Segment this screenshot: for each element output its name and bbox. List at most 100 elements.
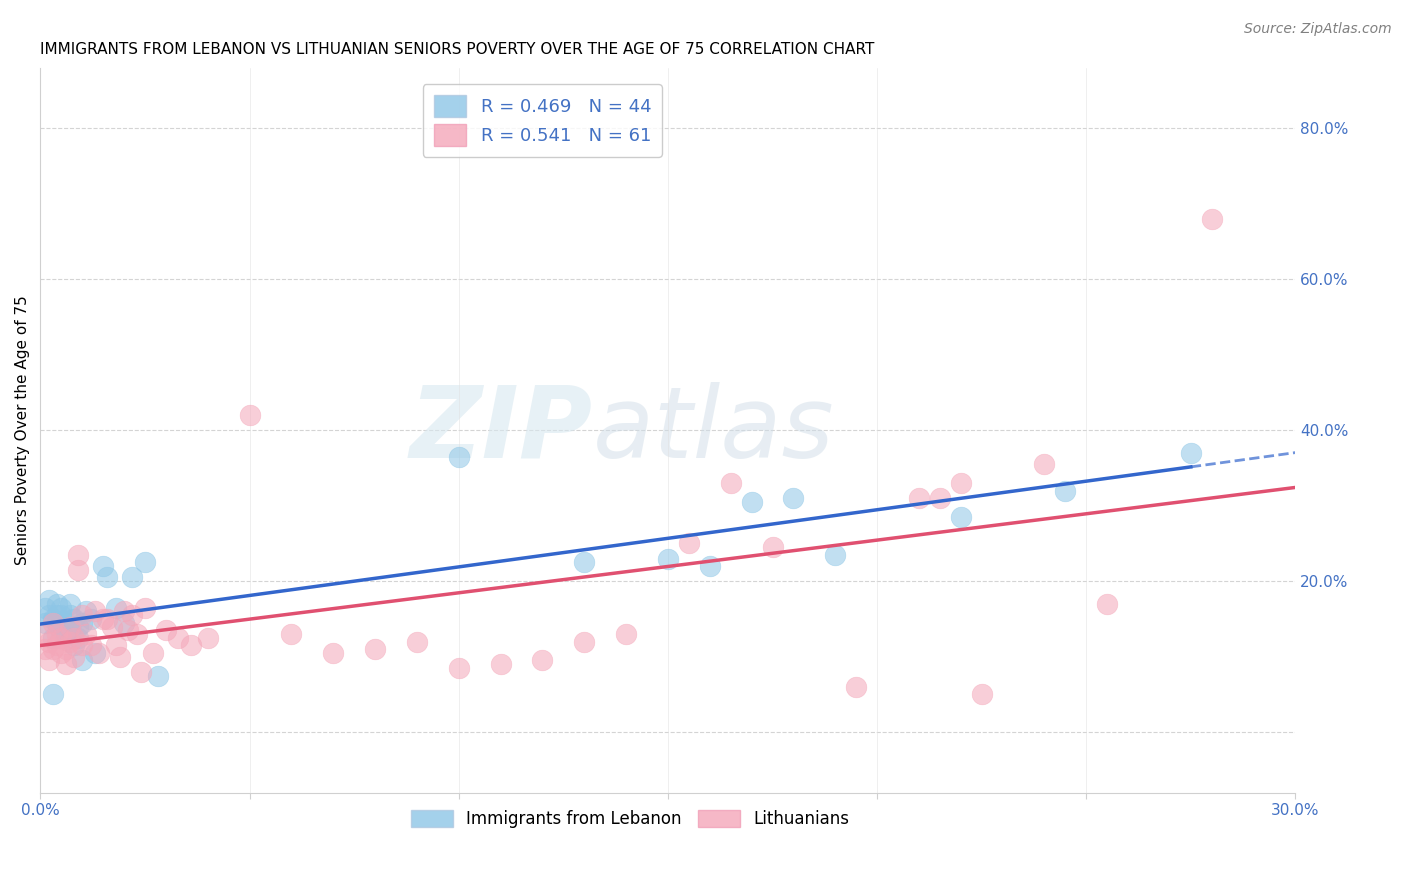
- Point: [1180, 446, 1202, 460]
- Point: [67, 563, 90, 577]
- Point: [38, 653, 60, 667]
- Point: [46, 597, 69, 611]
- Point: [83, 604, 105, 618]
- Point: [125, 627, 148, 641]
- Point: [59, 634, 82, 648]
- Point: [949, 475, 972, 490]
- Point: [280, 627, 302, 641]
- Point: [108, 649, 131, 664]
- Point: [447, 661, 470, 675]
- Point: [72, 608, 94, 623]
- Point: [104, 600, 127, 615]
- Point: [72, 653, 94, 667]
- Point: [845, 680, 868, 694]
- Point: [34, 615, 56, 630]
- Point: [46, 608, 69, 623]
- Point: [59, 608, 82, 623]
- Point: [129, 665, 152, 679]
- Point: [63, 649, 86, 664]
- Y-axis label: Seniors Poverty Over the Age of 75: Seniors Poverty Over the Age of 75: [15, 295, 30, 565]
- Point: [112, 615, 135, 630]
- Point: [38, 634, 60, 648]
- Point: [180, 639, 202, 653]
- Point: [38, 608, 60, 623]
- Point: [42, 631, 65, 645]
- Point: [112, 604, 135, 618]
- Point: [87, 646, 110, 660]
- Point: [364, 642, 387, 657]
- Point: [574, 555, 596, 569]
- Point: [531, 653, 554, 667]
- Point: [121, 608, 143, 623]
- Legend: Immigrants from Lebanon, Lithuanians: Immigrants from Lebanon, Lithuanians: [405, 804, 856, 835]
- Point: [447, 450, 470, 464]
- Point: [55, 627, 77, 641]
- Point: [678, 536, 700, 550]
- Point: [614, 627, 637, 641]
- Point: [239, 408, 262, 422]
- Point: [155, 624, 177, 638]
- Point: [96, 612, 118, 626]
- Point: [75, 627, 97, 641]
- Point: [782, 491, 804, 505]
- Point: [699, 559, 721, 574]
- Point: [46, 615, 69, 630]
- Point: [75, 604, 97, 618]
- Point: [96, 570, 118, 584]
- Point: [46, 627, 69, 641]
- Point: [574, 634, 596, 648]
- Point: [134, 555, 156, 569]
- Point: [42, 615, 65, 630]
- Point: [928, 491, 950, 505]
- Point: [51, 646, 73, 660]
- Point: [79, 639, 101, 653]
- Point: [970, 688, 993, 702]
- Point: [42, 642, 65, 657]
- Point: [741, 495, 763, 509]
- Point: [104, 639, 127, 653]
- Point: [824, 548, 846, 562]
- Point: [79, 612, 101, 626]
- Point: [67, 619, 90, 633]
- Point: [51, 608, 73, 623]
- Point: [489, 657, 512, 672]
- Point: [117, 624, 139, 638]
- Text: IMMIGRANTS FROM LEBANON VS LITHUANIAN SENIORS POVERTY OVER THE AGE OF 75 CORRELA: IMMIGRANTS FROM LEBANON VS LITHUANIAN SE…: [41, 42, 875, 57]
- Point: [51, 600, 73, 615]
- Point: [657, 551, 679, 566]
- Point: [55, 642, 77, 657]
- Point: [72, 639, 94, 653]
- Text: atlas: atlas: [593, 382, 834, 479]
- Point: [1095, 597, 1118, 611]
- Point: [51, 624, 73, 638]
- Point: [67, 631, 90, 645]
- Point: [83, 646, 105, 660]
- Point: [121, 570, 143, 584]
- Point: [59, 597, 82, 611]
- Point: [55, 615, 77, 630]
- Text: Source: ZipAtlas.com: Source: ZipAtlas.com: [1244, 22, 1392, 37]
- Point: [38, 593, 60, 607]
- Point: [59, 619, 82, 633]
- Point: [720, 475, 742, 490]
- Point: [51, 631, 73, 645]
- Point: [91, 612, 114, 626]
- Point: [142, 646, 165, 660]
- Point: [1201, 211, 1223, 226]
- Point: [322, 646, 344, 660]
- Point: [1054, 483, 1077, 498]
- Point: [42, 612, 65, 626]
- Point: [197, 631, 219, 645]
- Point: [406, 634, 429, 648]
- Point: [134, 600, 156, 615]
- Point: [72, 615, 94, 630]
- Point: [34, 627, 56, 641]
- Point: [59, 624, 82, 638]
- Point: [167, 631, 190, 645]
- Point: [42, 688, 65, 702]
- Point: [908, 491, 931, 505]
- Point: [91, 559, 114, 574]
- Point: [63, 631, 86, 645]
- Text: ZIP: ZIP: [409, 382, 593, 479]
- Point: [55, 657, 77, 672]
